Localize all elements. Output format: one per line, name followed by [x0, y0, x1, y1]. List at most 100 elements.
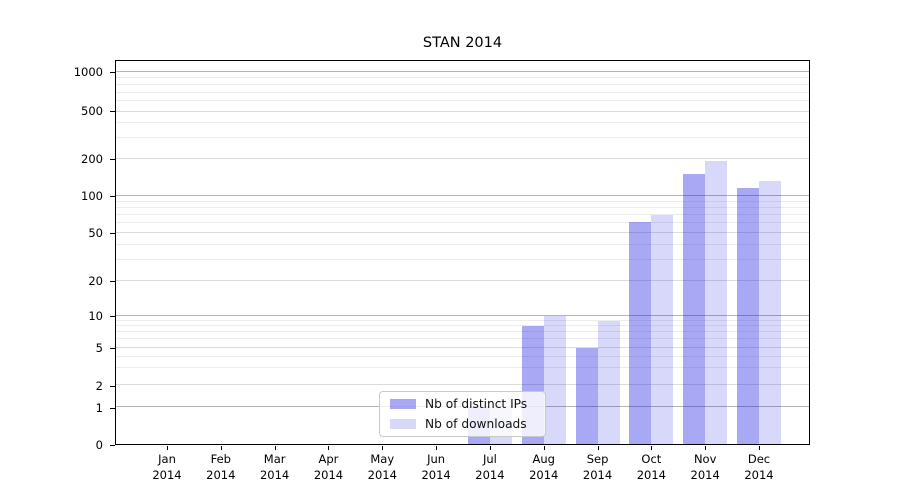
bar-aug-downloads: [543, 315, 566, 444]
y-gridline-minor: [116, 122, 809, 124]
legend-swatch-distinct-ips-icon: [390, 399, 416, 409]
x-tick-month: Nov: [693, 452, 717, 466]
y-gridline-major: [116, 110, 809, 112]
x-tick-month: Jun: [427, 452, 446, 466]
x-tick-month: Feb: [210, 452, 231, 466]
y-tick-mark: [110, 281, 115, 283]
y-tick-label: 10: [88, 308, 103, 323]
bar-nov-distinct-ips: [683, 173, 706, 444]
x-tick-mark: [220, 446, 222, 450]
x-tick-label: Apr 2014: [296, 452, 360, 483]
y-tick-mark: [110, 385, 115, 387]
x-tick-month: Oct: [641, 452, 662, 466]
y-tick-label: 50: [88, 226, 103, 241]
x-tick-label: Feb 2014: [189, 452, 253, 483]
y-gridline-major: [116, 314, 809, 316]
y-gridline-major: [116, 195, 809, 197]
x-tick-year: 2014: [636, 467, 666, 482]
y-tick-label: 20: [88, 274, 103, 289]
y-tick-label: 0: [95, 438, 103, 452]
x-tick-year: 2014: [475, 467, 505, 482]
y-tick-mark: [110, 111, 115, 112]
x-tick-month: Jan: [158, 452, 176, 466]
x-tick-year: 2014: [582, 467, 613, 482]
x-tick-label: Sep 2014: [566, 452, 630, 483]
x-tick-label: Jan 2014: [135, 452, 199, 483]
y-tick-label: 100: [81, 188, 103, 203]
x-tick-mark: [651, 446, 653, 450]
legend-swatch-downloads-icon: [390, 419, 416, 429]
x-tick-label: Jun 2014: [404, 452, 468, 483]
y-tick-mark: [110, 158, 115, 160]
bar-oct-distinct-ips: [629, 221, 652, 444]
x-tick-label: Jul 2014: [458, 452, 522, 483]
bar-sep-downloads: [597, 320, 620, 444]
x-tick-label: Mar 2014: [243, 452, 307, 483]
x-tick-year: 2014: [313, 467, 344, 482]
x-tick-mark: [382, 446, 384, 450]
x-tick-mark: [436, 446, 438, 450]
y-gridline-minor: [116, 214, 809, 216]
x-tick-year: 2014: [152, 467, 182, 482]
x-tick-month: Dec: [747, 452, 771, 466]
x-tick-mark: [274, 446, 276, 450]
y-gridline-minor: [116, 338, 809, 340]
x-tick-mark: [489, 446, 491, 450]
x-tick-mark: [543, 446, 545, 450]
y-tick-label: 5: [95, 341, 103, 356]
y-gridline-major: [116, 232, 809, 234]
y-gridline-minor: [116, 207, 809, 209]
x-tick-mark: [597, 446, 599, 450]
y-gridline-minor: [116, 222, 809, 224]
legend-label-distinct-ips: Nb of distinct IPs: [425, 397, 528, 411]
y-gridline-minor: [116, 367, 809, 369]
x-tick-month: Mar: [263, 452, 286, 466]
x-tick-label: Aug 2014: [512, 452, 576, 483]
plot-area: [115, 60, 810, 445]
y-tick-mark: [110, 445, 115, 446]
y-gridline-minor: [116, 77, 809, 79]
y-gridline-major: [116, 346, 809, 348]
y-gridline-minor: [116, 331, 809, 333]
y-tick-mark: [110, 408, 115, 409]
x-tick-label: Dec 2014: [727, 452, 791, 483]
x-tick-mark: [167, 446, 168, 450]
y-gridline-major: [116, 71, 809, 73]
y-gridline-minor: [116, 324, 809, 326]
bar-sep-distinct-ips: [575, 347, 598, 444]
x-tick-month: Jul: [482, 452, 497, 466]
y-tick-label: 500: [81, 104, 103, 118]
x-tick-month: May: [370, 452, 395, 466]
y-gridline-minor: [116, 91, 809, 93]
y-tick-label: 1: [95, 401, 103, 415]
y-tick-mark: [110, 71, 115, 73]
x-tick-month: Apr: [318, 452, 339, 466]
x-tick-year: 2014: [744, 467, 774, 482]
x-tick-mark: [759, 446, 760, 450]
x-tick-month: Aug: [532, 452, 555, 466]
x-tick-year: 2014: [421, 467, 451, 482]
y-gridline-major: [116, 383, 809, 385]
bar-oct-downloads: [651, 215, 674, 444]
bar-dec-distinct-ips: [737, 188, 759, 444]
y-tick-mark: [110, 233, 115, 235]
x-tick-year: 2014: [529, 467, 559, 482]
chart-title: STAN 2014: [422, 35, 503, 51]
x-tick-month: Sep: [586, 452, 609, 466]
x-tick-year: 2014: [206, 467, 236, 482]
y-tick-mark: [110, 348, 115, 350]
x-tick-mark: [705, 446, 707, 450]
bar-dec-downloads: [759, 181, 781, 444]
x-tick-year: 2014: [690, 467, 720, 482]
y-gridline-minor: [116, 100, 809, 102]
y-gridline-minor: [116, 84, 809, 86]
x-tick-label: Nov 2014: [673, 452, 737, 483]
y-gridline-minor: [116, 259, 809, 261]
legend: Nb of distinct IPs Nb of downloads: [379, 391, 546, 437]
y-tick-label: 1000: [73, 64, 103, 79]
y-gridline-major: [116, 158, 809, 160]
y-gridline-minor: [116, 243, 809, 245]
x-tick-label: Oct 2014: [619, 452, 683, 483]
y-tick-mark: [110, 315, 115, 317]
